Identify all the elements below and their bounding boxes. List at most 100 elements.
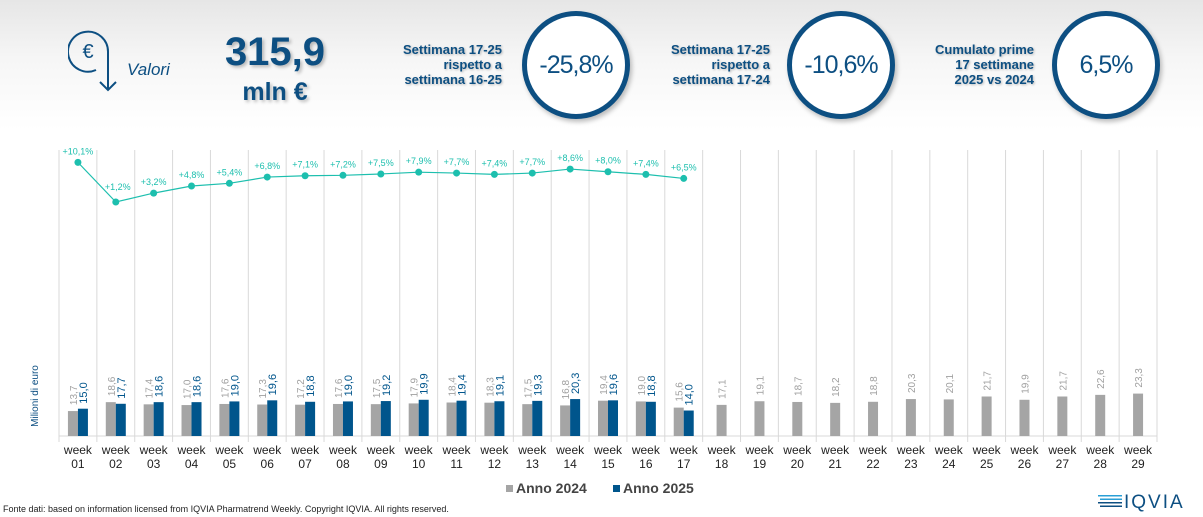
bar-label-2025: 18,8 bbox=[646, 375, 658, 396]
x-tick-label: week bbox=[782, 443, 812, 457]
bar-label-2024: 19,0 bbox=[637, 376, 648, 396]
svg-text:€: € bbox=[82, 41, 93, 63]
bar-label-2024: 18,2 bbox=[831, 377, 842, 397]
bar-2024 bbox=[673, 407, 684, 436]
x-tick-label: week bbox=[858, 443, 888, 457]
x-tick-label: week bbox=[972, 443, 1002, 457]
growth-point bbox=[112, 198, 120, 206]
bar-label-2025: 19,4 bbox=[457, 374, 469, 395]
x-tick-label: 09 bbox=[374, 457, 388, 471]
growth-label: +8,6% bbox=[557, 153, 583, 163]
bar-label-2025: 19,1 bbox=[494, 375, 506, 396]
growth-point bbox=[604, 168, 612, 176]
x-tick-label: week bbox=[1085, 443, 1115, 457]
bar-label-2024: 17,5 bbox=[523, 378, 534, 398]
bar-2024 bbox=[792, 401, 803, 436]
bar-label-2024: 21,7 bbox=[983, 371, 994, 391]
x-tick-label: week bbox=[631, 443, 661, 457]
growth-label: +7,7% bbox=[444, 157, 470, 167]
bar-label-2024: 18,8 bbox=[869, 376, 880, 396]
bar-label-2024: 16,8 bbox=[561, 380, 572, 400]
x-tick-label: 14 bbox=[563, 457, 577, 471]
x-tick-label: week bbox=[366, 443, 396, 457]
y-axis-label: Milioni di euro bbox=[30, 365, 41, 427]
growth-label: +7,7% bbox=[519, 157, 545, 167]
bar-label-2024: 23,3 bbox=[1134, 368, 1145, 388]
bar-label-2024: 19,1 bbox=[755, 375, 766, 395]
bar-2024 bbox=[830, 402, 841, 436]
x-tick-label: 24 bbox=[942, 457, 956, 471]
bar-2025 bbox=[115, 403, 126, 436]
x-tick-label: week bbox=[177, 443, 207, 457]
x-tick-label: week bbox=[442, 443, 472, 457]
x-tick-label: week bbox=[934, 443, 964, 457]
x-tick-label: 04 bbox=[185, 457, 199, 471]
x-tick-label: week bbox=[252, 443, 282, 457]
bar-label-2025: 18,6 bbox=[192, 376, 204, 397]
growth-label: +10,1% bbox=[63, 146, 94, 156]
x-tick-label: week bbox=[896, 443, 926, 457]
growth-label: +7,1% bbox=[292, 160, 318, 170]
bar-label-2024: 22,6 bbox=[1096, 369, 1107, 389]
weekly-sales-chart: Milioni di euro 13,715,0week0118,617,7wee… bbox=[30, 146, 1158, 496]
bar-label-2025: 19,6 bbox=[608, 374, 620, 395]
x-tick-label: week bbox=[707, 443, 737, 457]
x-tick-label: 29 bbox=[1131, 457, 1145, 471]
bar-label-2024: 15,6 bbox=[675, 382, 686, 402]
bar-label-2025: 19,3 bbox=[532, 374, 544, 395]
x-tick-label: week bbox=[1009, 443, 1039, 457]
legend-label-2024: Anno 2024 bbox=[516, 480, 587, 496]
x-tick-label: 17 bbox=[677, 457, 691, 471]
kpi-1-label-line: Settimana 17-25 bbox=[403, 42, 502, 57]
x-tick-label: week bbox=[101, 443, 131, 457]
bar-2024 bbox=[1095, 394, 1106, 436]
bar-2024 bbox=[370, 404, 381, 436]
x-tick-label: 26 bbox=[1018, 457, 1032, 471]
bar-2024 bbox=[1057, 396, 1068, 436]
growth-point bbox=[453, 169, 461, 177]
bar-label-2024: 17,9 bbox=[410, 378, 421, 398]
bar-2024 bbox=[868, 401, 879, 436]
bar-2025 bbox=[532, 400, 543, 436]
kpi-3-circle: 6,5% bbox=[1052, 11, 1160, 119]
bar-2025 bbox=[153, 402, 164, 436]
growth-label: +7,5% bbox=[368, 158, 394, 168]
bar-2025 bbox=[494, 401, 505, 436]
bar-label-2024: 19,9 bbox=[1020, 374, 1031, 394]
total-unit: mln € bbox=[242, 78, 308, 106]
growth-label: +8,0% bbox=[595, 156, 621, 166]
bar-2024 bbox=[67, 411, 78, 436]
bar-label-2024: 20,1 bbox=[945, 374, 956, 394]
bar-2025 bbox=[570, 399, 581, 436]
bar-2025 bbox=[418, 399, 429, 436]
x-tick-label: week bbox=[1047, 443, 1077, 457]
x-tick-label: 13 bbox=[526, 457, 540, 471]
x-tick-label: week bbox=[214, 443, 244, 457]
kpi-3-label: Cumulato prime 17 settimane 2025 vs 2024 bbox=[910, 42, 1034, 87]
x-tick-label: 05 bbox=[223, 457, 237, 471]
bar-label-2024: 17,3 bbox=[258, 379, 269, 399]
bar-label-2025: 14,0 bbox=[684, 384, 696, 405]
x-tick-label: 22 bbox=[866, 457, 880, 471]
bar-label-2025: 15,0 bbox=[78, 382, 90, 403]
bar-label-2024: 17,1 bbox=[718, 379, 729, 399]
bar-2025 bbox=[683, 410, 694, 436]
x-tick-label: 21 bbox=[828, 457, 842, 471]
bar-2024 bbox=[560, 405, 571, 436]
bar-2024 bbox=[105, 402, 116, 436]
x-tick-label: 12 bbox=[488, 457, 502, 471]
bar-2024 bbox=[598, 400, 608, 436]
bar-label-2024: 17,6 bbox=[334, 378, 345, 398]
bar-label-2024: 18,4 bbox=[448, 377, 459, 397]
bar-2024 bbox=[143, 404, 154, 436]
bar-2024 bbox=[408, 403, 419, 436]
kpi-1-circle: -25,8% bbox=[522, 11, 630, 119]
x-tick-label: 06 bbox=[261, 457, 275, 471]
x-tick-label: 19 bbox=[753, 457, 767, 471]
bar-label-2024: 13,7 bbox=[69, 385, 80, 405]
bar-label-2025: 20,3 bbox=[570, 373, 582, 394]
x-tick-label: week bbox=[744, 443, 774, 457]
growth-point bbox=[680, 174, 688, 182]
iqvia-logo-lines-icon bbox=[1098, 495, 1122, 507]
bar-2024 bbox=[522, 404, 533, 436]
